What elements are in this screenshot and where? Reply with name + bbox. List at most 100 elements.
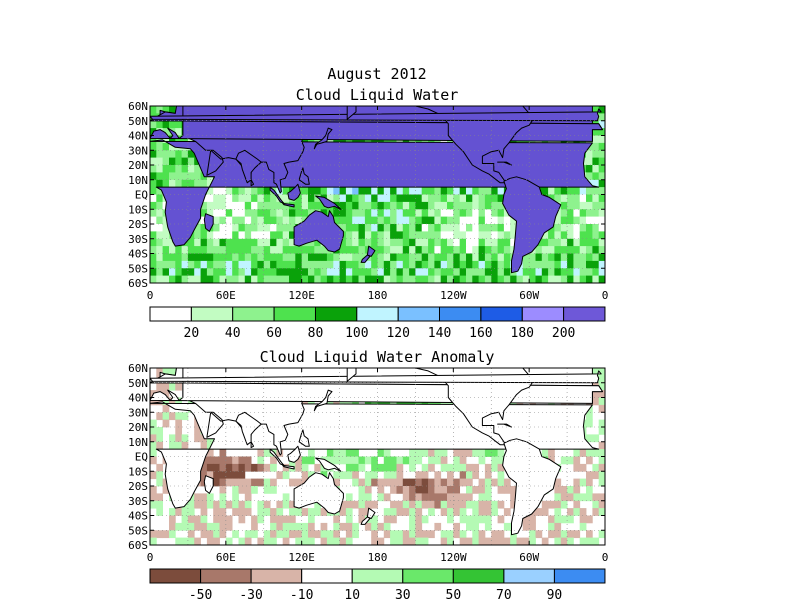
lat-tick-label: 40N bbox=[128, 392, 148, 405]
field-cell bbox=[276, 508, 284, 516]
field-cell bbox=[586, 165, 593, 173]
field-cell bbox=[187, 179, 195, 188]
field-cell bbox=[219, 268, 227, 277]
field-cell bbox=[383, 187, 391, 195]
field-cell bbox=[314, 508, 322, 516]
field-cell bbox=[314, 187, 322, 195]
field-cell bbox=[484, 493, 492, 502]
field-cell bbox=[295, 201, 303, 210]
field-cell bbox=[548, 231, 555, 240]
field-cell bbox=[352, 471, 359, 480]
field-cell bbox=[472, 194, 480, 203]
field-cell bbox=[434, 456, 442, 465]
lat-tick-label: 30N bbox=[128, 406, 148, 419]
field-cell bbox=[579, 253, 587, 262]
field-cell bbox=[282, 268, 290, 277]
lat-tick-label: 40S bbox=[128, 248, 148, 261]
field-cell bbox=[270, 463, 277, 472]
field-cell bbox=[206, 500, 214, 509]
field-cell bbox=[244, 456, 252, 465]
field-cell bbox=[333, 515, 341, 524]
field-cell bbox=[244, 537, 252, 545]
field-cell bbox=[219, 530, 227, 539]
colorbar-label: 20 bbox=[184, 326, 200, 341]
field-cell bbox=[472, 463, 480, 472]
field-cell bbox=[383, 194, 391, 203]
field-cell bbox=[244, 493, 252, 502]
field-cell bbox=[516, 268, 524, 277]
field-cell bbox=[213, 238, 220, 247]
field-cell bbox=[377, 486, 385, 494]
field-cell bbox=[200, 260, 208, 269]
field-cell bbox=[567, 238, 574, 247]
field-cell bbox=[592, 179, 600, 188]
field-cell bbox=[447, 201, 454, 210]
field-cell bbox=[339, 224, 347, 232]
field-cell bbox=[447, 530, 454, 539]
field-cell bbox=[320, 187, 328, 195]
field-cell bbox=[510, 231, 517, 240]
field-cell bbox=[592, 537, 600, 545]
field-cell bbox=[270, 231, 277, 240]
field-cell bbox=[333, 471, 341, 480]
field-cell bbox=[276, 231, 284, 240]
field-cell bbox=[560, 253, 568, 262]
field-cell bbox=[510, 493, 517, 502]
field-cell bbox=[339, 522, 347, 531]
field-cell bbox=[150, 142, 157, 151]
lon-tick-label: 0 bbox=[147, 289, 154, 302]
field-cell bbox=[162, 530, 170, 539]
field-cell bbox=[478, 260, 486, 269]
field-cell bbox=[491, 224, 499, 232]
field-cell bbox=[150, 135, 157, 144]
field-cell bbox=[187, 500, 195, 509]
field-cell bbox=[358, 238, 366, 247]
field-cell bbox=[447, 224, 454, 232]
field-cell bbox=[187, 508, 195, 516]
field-cell bbox=[150, 238, 157, 247]
field-cell bbox=[573, 224, 581, 232]
field-cell bbox=[598, 275, 605, 283]
field-cell bbox=[428, 449, 435, 457]
field-cell bbox=[541, 187, 549, 195]
field-cell bbox=[447, 515, 454, 524]
field-cell bbox=[156, 427, 164, 435]
field-cell bbox=[162, 224, 170, 232]
field-cell bbox=[598, 194, 605, 203]
lat-tick-label: 60S bbox=[128, 539, 148, 552]
landmass-cuba bbox=[497, 161, 512, 166]
field-cell bbox=[522, 275, 530, 283]
field-cell bbox=[251, 478, 258, 487]
field-cell bbox=[503, 231, 511, 240]
colorbar-swatch bbox=[149, 568, 202, 584]
field-cell bbox=[567, 216, 574, 225]
field-cell bbox=[592, 231, 600, 240]
field-cell bbox=[453, 187, 461, 195]
field-cell bbox=[383, 478, 391, 487]
lat-tick-label: 20S bbox=[128, 218, 148, 231]
field-cell bbox=[352, 209, 359, 218]
field-cell bbox=[428, 238, 435, 247]
field-cell bbox=[162, 246, 170, 254]
field-cell bbox=[263, 224, 271, 232]
field-cell bbox=[257, 260, 265, 269]
field-cell bbox=[491, 530, 499, 539]
field-cell bbox=[377, 275, 385, 283]
field-cell bbox=[491, 246, 499, 254]
field-cell bbox=[175, 260, 183, 269]
field-cell bbox=[289, 522, 296, 531]
field-cell bbox=[421, 515, 429, 524]
field-cell bbox=[484, 216, 492, 225]
field-cell bbox=[206, 441, 214, 450]
field-cell bbox=[541, 537, 549, 545]
field-cell bbox=[579, 231, 587, 240]
field-cell bbox=[232, 268, 239, 277]
landmass-nz-south bbox=[360, 516, 371, 525]
field-cell bbox=[592, 500, 600, 509]
field-cell bbox=[478, 238, 486, 247]
field-cell bbox=[466, 253, 473, 262]
field-cell bbox=[314, 500, 322, 509]
field-cell bbox=[358, 216, 366, 225]
field-cell bbox=[169, 530, 176, 539]
field-cell bbox=[219, 493, 227, 502]
